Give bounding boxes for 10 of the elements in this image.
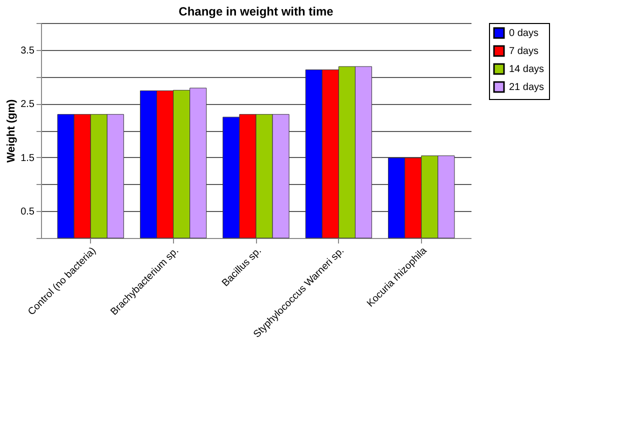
legend-label: 14 days xyxy=(509,64,544,75)
y-tick-label: 0.5 xyxy=(20,206,35,218)
y-tick-label: 1.5 xyxy=(20,152,35,164)
legend-label: 21 days xyxy=(509,82,544,93)
legend-label: 7 days xyxy=(509,46,538,57)
chart-title: Change in weight with time xyxy=(178,4,334,18)
y-tick-label: 2.5 xyxy=(20,99,35,110)
legend-label: 0 days xyxy=(509,28,538,39)
y-tick-label: 3.5 xyxy=(20,45,35,56)
y-axis-title: Weight (gm) xyxy=(6,98,18,163)
